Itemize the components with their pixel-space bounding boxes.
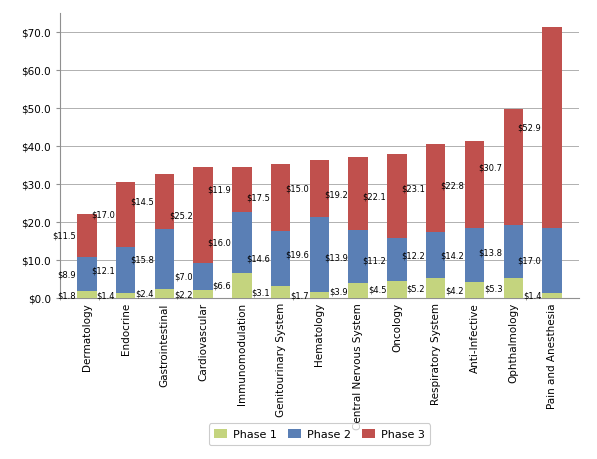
Text: $15.0: $15.0 [285, 185, 309, 194]
Text: $16.0: $16.0 [208, 239, 232, 247]
Bar [116, 293, 136, 298]
Text: $14.5: $14.5 [130, 197, 154, 206]
Text: $12.2: $12.2 [401, 251, 425, 260]
Text: $3.9: $3.9 [329, 286, 347, 296]
Bar [193, 168, 213, 263]
Legend: Phase 1, Phase 2, Phase 3: Phase 1, Phase 2, Phase 3 [208, 423, 430, 445]
Text: $14.6: $14.6 [247, 254, 270, 263]
Bar [542, 293, 562, 298]
Text: $8.9: $8.9 [58, 270, 76, 279]
Text: $11.2: $11.2 [363, 256, 386, 264]
Text: $22.1: $22.1 [363, 192, 386, 202]
Bar [310, 292, 329, 298]
Bar [232, 168, 251, 213]
Bar [232, 213, 251, 273]
Bar [116, 183, 136, 247]
Text: $17.0: $17.0 [518, 256, 541, 265]
Bar [387, 281, 407, 298]
Text: $19.6: $19.6 [285, 250, 309, 259]
Text: $11.9: $11.9 [208, 185, 232, 195]
Bar [387, 155, 407, 239]
Bar [503, 226, 523, 278]
Bar [310, 218, 329, 292]
Bar [271, 286, 290, 298]
Bar [77, 291, 97, 298]
Bar [464, 229, 484, 282]
Text: $13.9: $13.9 [324, 253, 347, 262]
Text: $1.7: $1.7 [290, 291, 309, 300]
Text: $5.2: $5.2 [407, 284, 425, 293]
Bar [193, 263, 213, 290]
Bar [310, 161, 329, 218]
Bar [232, 273, 251, 298]
Bar [426, 145, 445, 232]
Bar [155, 230, 174, 289]
Bar [349, 231, 368, 284]
Bar [193, 290, 213, 298]
Bar [349, 284, 368, 298]
Text: $3.1: $3.1 [251, 288, 270, 297]
Text: $2.4: $2.4 [136, 289, 154, 298]
Text: $1.8: $1.8 [58, 291, 76, 299]
Bar [155, 289, 174, 298]
Text: $22.8: $22.8 [440, 181, 464, 190]
Text: $6.6: $6.6 [213, 281, 232, 291]
Bar [503, 109, 523, 226]
Text: $2.2: $2.2 [174, 290, 193, 299]
Text: $1.4: $1.4 [523, 291, 541, 300]
Text: $17.0: $17.0 [91, 210, 115, 219]
Bar [464, 142, 484, 229]
Bar [426, 279, 445, 298]
Text: $52.9: $52.9 [518, 123, 541, 133]
Text: $5.3: $5.3 [484, 284, 503, 293]
Text: $30.7: $30.7 [479, 163, 503, 172]
Text: $11.5: $11.5 [53, 231, 76, 241]
Text: $12.1: $12.1 [91, 266, 115, 274]
Bar [155, 174, 174, 230]
Bar [271, 231, 290, 286]
Text: $19.2: $19.2 [324, 190, 347, 199]
Bar [77, 258, 97, 291]
Bar [426, 232, 445, 279]
Bar [387, 239, 407, 281]
Text: $14.2: $14.2 [440, 251, 464, 260]
Text: $25.2: $25.2 [169, 211, 193, 220]
Bar [77, 214, 97, 258]
Text: $17.5: $17.5 [247, 194, 270, 202]
Bar [542, 28, 562, 229]
Bar [271, 165, 290, 231]
Text: $4.5: $4.5 [368, 285, 386, 294]
Text: $1.4: $1.4 [97, 291, 115, 300]
Bar [349, 158, 368, 231]
Text: $4.2: $4.2 [445, 286, 464, 295]
Bar [503, 278, 523, 298]
Text: $13.8: $13.8 [479, 247, 503, 257]
Text: $23.1: $23.1 [401, 184, 425, 193]
Bar [464, 282, 484, 298]
Text: $15.8: $15.8 [130, 255, 154, 264]
Text: $7.0: $7.0 [174, 272, 193, 281]
Bar [116, 247, 136, 293]
Bar [542, 229, 562, 293]
